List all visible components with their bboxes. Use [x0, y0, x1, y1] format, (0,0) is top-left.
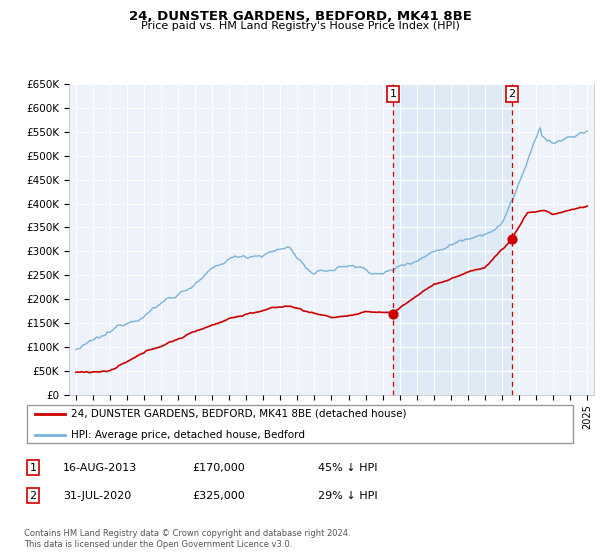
Point [507, 235, 517, 244]
Text: 16-AUG-2013: 16-AUG-2013 [63, 463, 137, 473]
Text: Price paid vs. HM Land Registry's House Price Index (HPI): Price paid vs. HM Land Registry's House … [140, 21, 460, 31]
Text: £325,000: £325,000 [192, 491, 245, 501]
Text: 24, DUNSTER GARDENS, BEDFORD, MK41 8BE (detached house): 24, DUNSTER GARDENS, BEDFORD, MK41 8BE (… [71, 409, 406, 419]
Text: £170,000: £170,000 [192, 463, 245, 473]
Text: 24, DUNSTER GARDENS, BEDFORD, MK41 8BE: 24, DUNSTER GARDENS, BEDFORD, MK41 8BE [128, 10, 472, 23]
FancyBboxPatch shape [27, 405, 573, 443]
Text: 29% ↓ HPI: 29% ↓ HPI [318, 491, 377, 501]
Text: Contains HM Land Registry data © Crown copyright and database right 2024.: Contains HM Land Registry data © Crown c… [24, 529, 350, 538]
Bar [393, 84, 512, 395]
Text: HPI: Average price, detached house, Bedford: HPI: Average price, detached house, Bedf… [71, 430, 305, 440]
Text: 1: 1 [390, 89, 397, 99]
Text: 45% ↓ HPI: 45% ↓ HPI [318, 463, 377, 473]
Text: 2: 2 [29, 491, 37, 501]
Text: This data is licensed under the Open Government Licence v3.0.: This data is licensed under the Open Gov… [24, 540, 292, 549]
Text: 2: 2 [508, 89, 515, 99]
Text: 1: 1 [29, 463, 37, 473]
Text: 31-JUL-2020: 31-JUL-2020 [63, 491, 131, 501]
Point [388, 309, 398, 318]
